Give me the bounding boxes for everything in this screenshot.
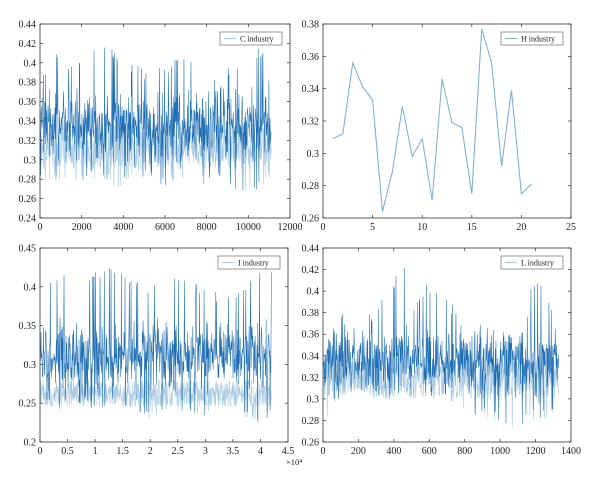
y-tick-label: 0.36	[302, 52, 320, 63]
y-tick-label: 0.3	[307, 394, 320, 405]
y-tick-label: 0.26	[302, 438, 320, 449]
legend-label: L industry	[521, 259, 554, 268]
series-line	[40, 47, 272, 192]
series-line	[40, 267, 272, 425]
y-tick-label: 0.4	[24, 282, 37, 293]
y-tick-label: 0.34	[19, 117, 37, 128]
y-tick-label: 0.3	[307, 149, 320, 160]
legend: H industry	[500, 31, 564, 46]
x-tick-label: 200	[351, 446, 366, 457]
x-tick-label: 400	[386, 446, 401, 457]
y-tick-label: 0.3	[24, 155, 37, 166]
series-main	[40, 47, 272, 190]
x-tick-label: 4.5	[282, 446, 295, 457]
y-tick-label: 0.32	[302, 373, 320, 384]
x-tick-label: 2.5	[172, 446, 185, 457]
y-tick-label: 0.25	[19, 399, 37, 410]
plot-area	[323, 248, 571, 442]
i-industry-chart: 0 0.5 1 1.5 2 2.5 3 3.5 4 4.5 0.2 0.25 0.3 0.35 0.4 0.4…	[19, 244, 303, 468]
x-tick-label: 0.5	[61, 446, 74, 457]
x-axis-multiplier: ×10⁴	[286, 457, 302, 467]
y-tick-label: 0.2	[24, 438, 37, 449]
y-tick-label: 0.35	[19, 321, 37, 332]
x-tick-label: 4000	[113, 222, 133, 233]
legend-box	[500, 255, 564, 270]
y-tick-label: 0.28	[302, 416, 320, 427]
x-tick-label: 8000	[197, 222, 217, 233]
x-tick-label: 4	[258, 446, 263, 457]
series-main	[40, 267, 272, 421]
x-tick-label: 0	[321, 446, 326, 457]
y-tick-label: 0.4	[307, 287, 320, 298]
x-tick-label: 15	[467, 222, 477, 233]
legend: I industry	[217, 255, 281, 270]
c-industry-chart: 0 2000 4000 6000 8000 10000 12000 0.24 0.26 0.28 0…	[19, 20, 303, 234]
legend-label: H industry	[521, 35, 555, 44]
x-tick-label: 2	[148, 446, 153, 457]
x-tick-label: 5	[370, 222, 375, 233]
series-light-band	[323, 355, 559, 427]
y-tick-label: 0.44	[19, 20, 37, 31]
y-tick-label: 0.24	[19, 214, 37, 225]
y-tick-label: 0.42	[302, 265, 320, 276]
x-tick-label: 800	[457, 446, 472, 457]
x-tick-label: 1000	[490, 446, 510, 457]
y-tick-label: 0.28	[19, 175, 37, 186]
x-tick-label: 10	[417, 222, 427, 233]
plot-area	[323, 24, 571, 218]
h-industry-chart: 0 5 10 15 20 25 0.26 0.28 0.3 0.32 0.34 0.36 0.38 H i…	[302, 20, 577, 234]
x-tick-label: 600	[422, 446, 437, 457]
y-tick-label: 0.44	[302, 244, 320, 255]
x-tick-label: 0	[38, 446, 43, 457]
x-tick-label: 2000	[72, 222, 92, 233]
x-tick-label: 0	[321, 222, 326, 233]
x-tick-label: 1.5	[116, 446, 129, 457]
legend-label: C industry	[240, 35, 274, 44]
axes-box	[322, 247, 572, 443]
y-tick-label: 0.45	[19, 244, 37, 255]
y-tick-label: 0.32	[19, 136, 37, 147]
y-tick-label: 0.38	[302, 20, 320, 31]
legend: L industry	[500, 255, 564, 270]
series-main	[323, 267, 559, 424]
series-light-band	[40, 379, 272, 425]
x-tick-label: 6000	[155, 222, 175, 233]
y-tick-label: 0.36	[302, 330, 320, 341]
x-tick-label: 1200	[526, 446, 546, 457]
y-tick-label: 0.3	[24, 360, 37, 371]
y-tick-label: 0.38	[19, 78, 37, 89]
series-line	[332, 28, 532, 212]
legend-box	[219, 31, 283, 46]
x-tick-label: 12000	[278, 222, 303, 233]
legend-label: I industry	[238, 259, 269, 268]
series-main	[332, 28, 532, 212]
legend: C industry	[219, 31, 283, 46]
axes-box	[39, 247, 289, 443]
x-tick-label: 10000	[236, 222, 261, 233]
x-tick-label: 0	[38, 222, 43, 233]
legend-box	[500, 31, 564, 46]
y-tick-label: 0.4	[24, 58, 37, 69]
y-tick-label: 0.28	[302, 181, 320, 192]
y-tick-label: 0.26	[19, 194, 37, 205]
x-tick-label: 3.5	[227, 446, 240, 457]
y-tick-label: 0.36	[19, 97, 37, 108]
series-line	[323, 267, 559, 427]
y-tick-label: 0.26	[302, 214, 320, 225]
l-industry-chart: 0 200 400 600 800 1000 1200 1400 0.26 0.28 0.3 0.32…	[302, 244, 582, 458]
x-tick-label: 20	[516, 222, 526, 233]
y-tick-label: 0.32	[302, 117, 320, 128]
x-tick-label: 1400	[561, 446, 581, 457]
x-tick-label: 3	[203, 446, 208, 457]
legend-box	[217, 255, 281, 270]
y-tick-label: 0.34	[302, 84, 320, 95]
y-tick-label: 0.34	[302, 351, 320, 362]
y-tick-label: 0.42	[19, 39, 37, 50]
x-tick-label: 1	[93, 446, 98, 457]
y-tick-label: 0.38	[302, 308, 320, 319]
x-tick-label: 25	[566, 222, 576, 233]
